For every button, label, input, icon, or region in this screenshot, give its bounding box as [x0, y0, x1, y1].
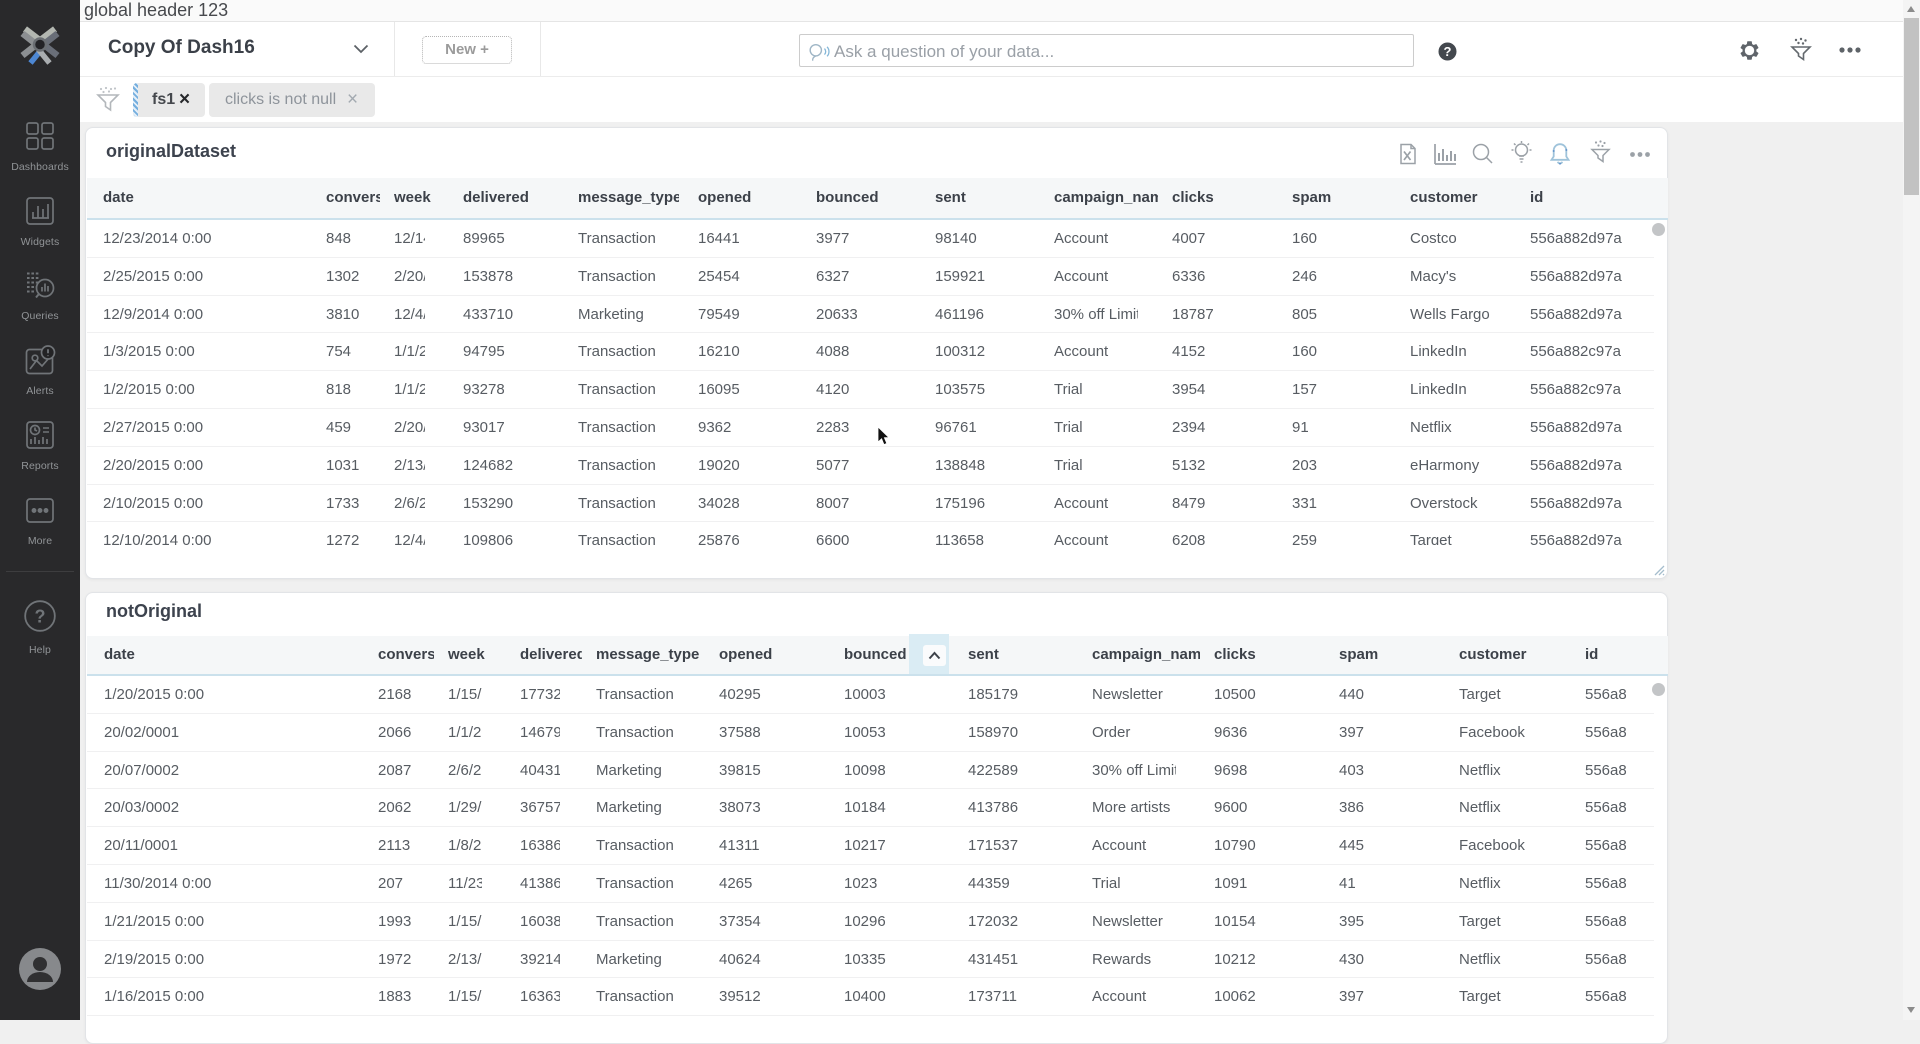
svg-text:?: ?	[35, 606, 46, 626]
svg-text:?: ?	[1444, 44, 1452, 59]
